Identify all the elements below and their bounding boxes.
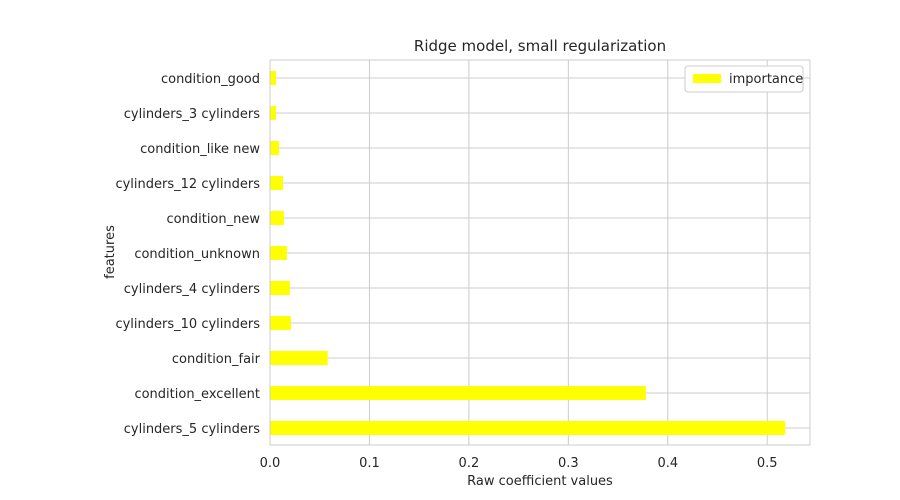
x-axis-title: Raw coefficient values xyxy=(467,474,613,489)
bar xyxy=(270,351,328,365)
x-tick-label: 0.1 xyxy=(359,456,380,471)
chart-title: Ridge model, small regularization xyxy=(414,37,666,55)
x-tick-label: 0.3 xyxy=(558,456,579,471)
x-tick-labels: 0.0 0.1 0.2 0.3 0.4 0.5 xyxy=(260,456,778,471)
bar xyxy=(270,106,276,120)
y-tick-label: condition_excellent xyxy=(134,387,260,402)
legend-swatch xyxy=(693,74,721,83)
y-tick-label: condition_like new xyxy=(140,142,260,157)
y-tick-label: cylinders_10 cylinders xyxy=(115,317,260,332)
y-tick-label: condition_good xyxy=(161,72,260,87)
y-tick-label: cylinders_5 cylinders xyxy=(124,422,260,437)
bar xyxy=(270,316,291,330)
y-tick-label: cylinders_12 cylinders xyxy=(115,177,260,192)
y-axis-title: features xyxy=(103,225,118,279)
bar xyxy=(270,246,287,260)
legend-label: importance xyxy=(729,72,803,87)
bar xyxy=(270,71,276,85)
bar xyxy=(270,386,646,400)
bar xyxy=(270,176,283,190)
y-tick-label: condition_new xyxy=(167,212,261,227)
plot-frame xyxy=(269,59,811,446)
legend-box xyxy=(684,65,804,93)
y-tick-label: cylinders_3 cylinders xyxy=(124,107,260,122)
y-tick-label: condition_fair xyxy=(172,352,261,367)
y-tick-label: cylinders_4 cylinders xyxy=(124,282,260,297)
bar xyxy=(270,141,279,155)
x-tick-label: 0.5 xyxy=(757,456,778,471)
bar xyxy=(270,281,290,295)
y-tick-labels: cylinders_5 cylinders condition_excellent… xyxy=(115,72,260,437)
x-tick-label: 0.0 xyxy=(260,456,281,471)
x-tick-label: 0.4 xyxy=(657,456,678,471)
bar xyxy=(270,421,786,435)
bar xyxy=(270,211,284,225)
legend: importance xyxy=(684,65,804,93)
bars xyxy=(270,71,786,435)
y-tick-label: condition_unknown xyxy=(134,247,260,262)
x-tick-label: 0.2 xyxy=(459,456,480,471)
